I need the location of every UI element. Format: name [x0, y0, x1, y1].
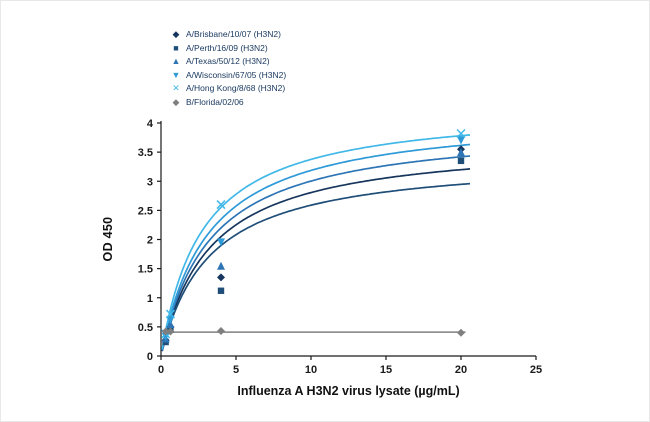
data-point-marker: [457, 157, 465, 165]
y-tick-label: 1.5: [138, 264, 153, 276]
data-point-marker: [457, 136, 465, 145]
legend-item: ✕ A/Hong Kong/8/68 (H3N2): [169, 82, 286, 95]
legend-item: ◆ A/Brisbane/10/07 (H3N2): [169, 28, 286, 41]
data-point-marker: [457, 328, 465, 337]
chart-legend: ◆ A/Brisbane/10/07 (H3N2) ■ A/Perth/16/09 (…: [165, 26, 290, 110]
legend-marker-icon: ▲: [171, 56, 181, 67]
legend-label: A/Wisconsin/67/05 (H3N2): [186, 69, 287, 80]
y-axis-title: OD 450: [101, 216, 115, 262]
legend-marker-icon: ■: [173, 42, 179, 53]
x-tick-label: 0: [158, 364, 164, 376]
y-tick-label: 3.5: [138, 147, 153, 159]
x-tick-label: 15: [380, 364, 392, 376]
y-tick-label: 1: [147, 293, 153, 305]
data-point-marker: [161, 327, 170, 336]
x-tick-label: 10: [305, 364, 317, 376]
series-curve: [161, 182, 471, 352]
y-tick-label: 2: [147, 235, 153, 247]
series-curve: [161, 168, 471, 352]
x-tick-label: 20: [455, 364, 467, 376]
legend-label: A/Texas/50/12 (H3N2): [186, 56, 270, 67]
data-point-marker: [166, 315, 175, 324]
legend-item: ◆ B/Florida/02/06: [169, 96, 286, 109]
data-point-marker: [216, 200, 226, 210]
x-tick-label: 25: [530, 364, 542, 376]
legend-item: ▼ A/Wisconsin/67/05 (H3N2): [169, 69, 287, 82]
data-point-marker: [161, 332, 170, 341]
legend-label: B/Florida/02/06: [186, 96, 244, 107]
data-point-marker: [457, 148, 465, 157]
legend-marker-icon: ▼: [171, 69, 181, 80]
y-tick-label: 3: [147, 176, 153, 188]
data-point-marker: [217, 273, 225, 282]
legend-marker-icon: ✕: [172, 83, 180, 94]
data-point-marker: [217, 261, 225, 270]
y-tick-label: 2.5: [138, 205, 153, 217]
legend-item: ▲ A/Texas/50/12 (H3N2): [169, 55, 286, 68]
series-curve: [161, 155, 471, 351]
legend-label: A/Brisbane/10/07 (H3N2): [186, 29, 281, 40]
legend-item: ■ A/Perth/16/09 (H3N2): [169, 42, 286, 55]
data-point-marker: [217, 238, 225, 247]
y-tick-label: 4: [147, 118, 154, 130]
x-axis-title: Influenza A H3N2 virus lysate (µg/mL): [237, 384, 460, 398]
legend-marker-icon: ◆: [172, 29, 180, 40]
data-point-marker: [165, 309, 175, 319]
data-point-marker: [166, 319, 175, 328]
data-point-marker: [166, 327, 175, 336]
data-point-marker: [217, 326, 225, 335]
series-curve: [161, 134, 471, 350]
data-point-marker: [456, 128, 466, 139]
data-point-marker: [217, 287, 225, 294]
x-tick-label: 5: [233, 364, 239, 376]
series-curve: [161, 143, 471, 351]
y-tick-label: 0.5: [138, 322, 153, 334]
legend-label: A/Perth/16/09 (H3N2): [186, 42, 268, 53]
legend-label: A/Hong Kong/8/68 (H3N2): [186, 83, 286, 94]
y-tick-label: 0: [147, 351, 153, 363]
legend-marker-icon: ◆: [172, 96, 180, 107]
